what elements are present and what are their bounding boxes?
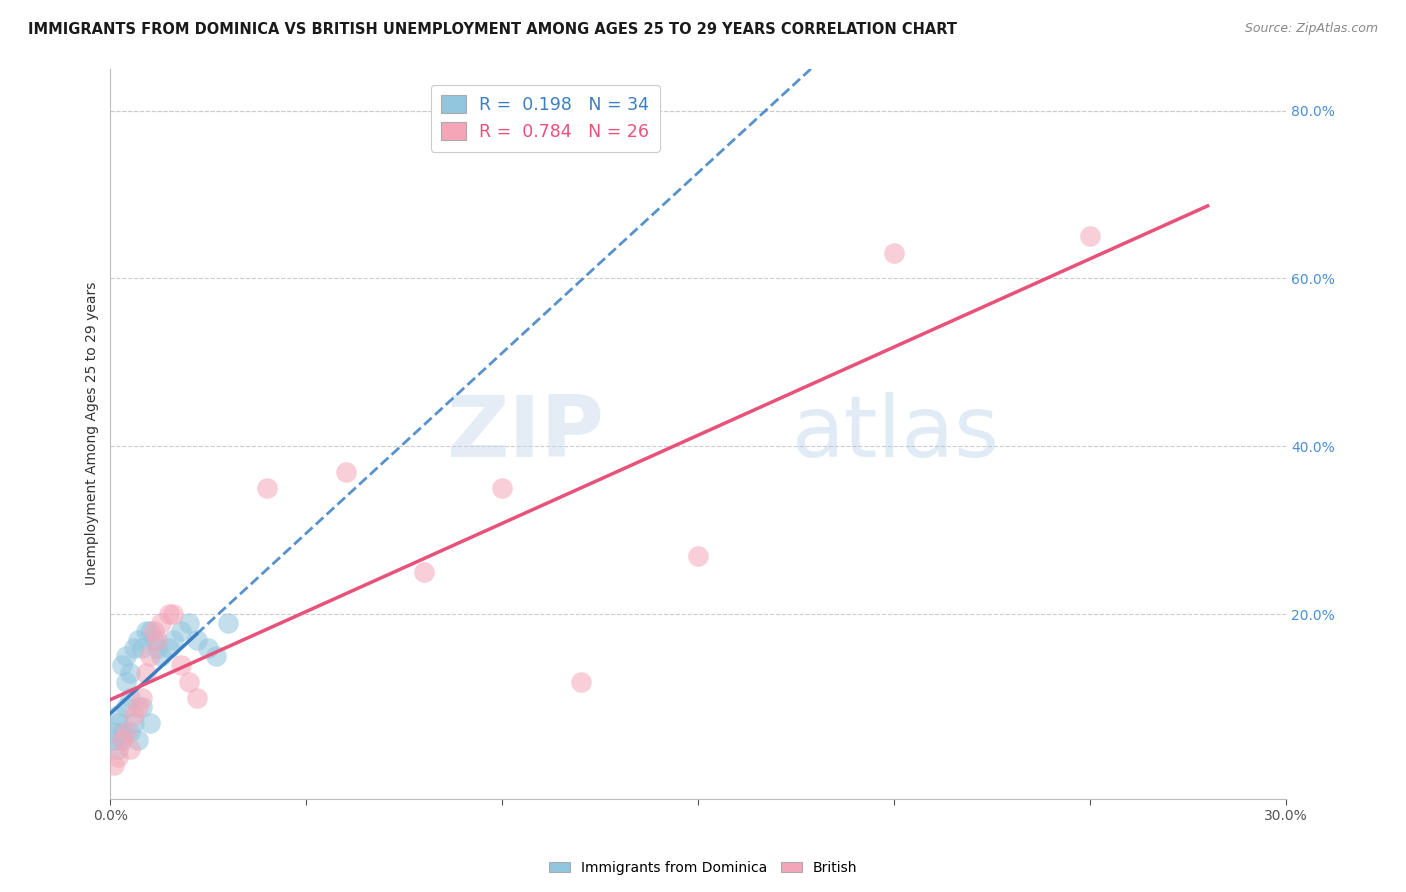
Point [111, 733, 134, 747]
Point [111, 657, 134, 672]
Point [142, 632, 165, 647]
Point [186, 632, 208, 647]
Point [256, 482, 278, 496]
Point [146, 640, 169, 655]
Point [205, 649, 228, 664]
Point [107, 741, 129, 756]
Point [107, 708, 129, 723]
Point [688, 549, 710, 563]
Point [115, 649, 138, 664]
Point [170, 624, 193, 639]
Point [118, 741, 141, 756]
Point [1078, 229, 1101, 244]
Point [103, 725, 125, 739]
Point [115, 699, 138, 714]
Point [491, 482, 513, 496]
Y-axis label: Unemployment Among Ages 25 to 29 years: Unemployment Among Ages 25 to 29 years [86, 282, 100, 585]
Point [170, 657, 193, 672]
Point [162, 607, 184, 622]
Point [107, 750, 129, 764]
Point [118, 725, 141, 739]
Point [103, 733, 125, 747]
Point [115, 725, 138, 739]
Point [177, 674, 200, 689]
Point [197, 640, 219, 655]
Legend: R =  0.198   N = 34, R =  0.784   N = 26: R = 0.198 N = 34, R = 0.784 N = 26 [430, 85, 659, 152]
Point [127, 733, 149, 747]
Point [127, 632, 149, 647]
Point [122, 716, 145, 731]
Point [131, 699, 153, 714]
Legend: Immigrants from Dominica, British: Immigrants from Dominica, British [543, 855, 863, 880]
Point [335, 465, 357, 479]
Point [135, 666, 157, 681]
Text: IMMIGRANTS FROM DOMINICA VS BRITISH UNEMPLOYMENT AMONG AGES 25 TO 29 YEARS CORRE: IMMIGRANTS FROM DOMINICA VS BRITISH UNEM… [28, 22, 957, 37]
Point [127, 699, 149, 714]
Point [186, 691, 208, 706]
Point [103, 758, 125, 772]
Point [142, 624, 165, 639]
Point [135, 624, 157, 639]
Point [111, 725, 134, 739]
Point [157, 607, 180, 622]
Point [150, 649, 173, 664]
Text: Source: ZipAtlas.com: Source: ZipAtlas.com [1244, 22, 1378, 36]
Point [157, 640, 180, 655]
Point [118, 691, 141, 706]
Point [162, 632, 184, 647]
Point [131, 691, 153, 706]
Point [122, 640, 145, 655]
Point [150, 615, 173, 630]
Point [131, 640, 153, 655]
Point [122, 708, 145, 723]
Point [412, 566, 434, 580]
Text: atlas: atlas [792, 392, 1000, 475]
Point [569, 674, 592, 689]
Point [118, 666, 141, 681]
Point [111, 733, 134, 747]
Text: ZIP: ZIP [447, 392, 605, 475]
Point [146, 632, 169, 647]
Point [217, 615, 239, 630]
Point [883, 246, 905, 260]
Point [107, 716, 129, 731]
Point [138, 716, 160, 731]
Point [138, 649, 160, 664]
Point [177, 615, 200, 630]
Point [115, 674, 138, 689]
Point [138, 624, 160, 639]
